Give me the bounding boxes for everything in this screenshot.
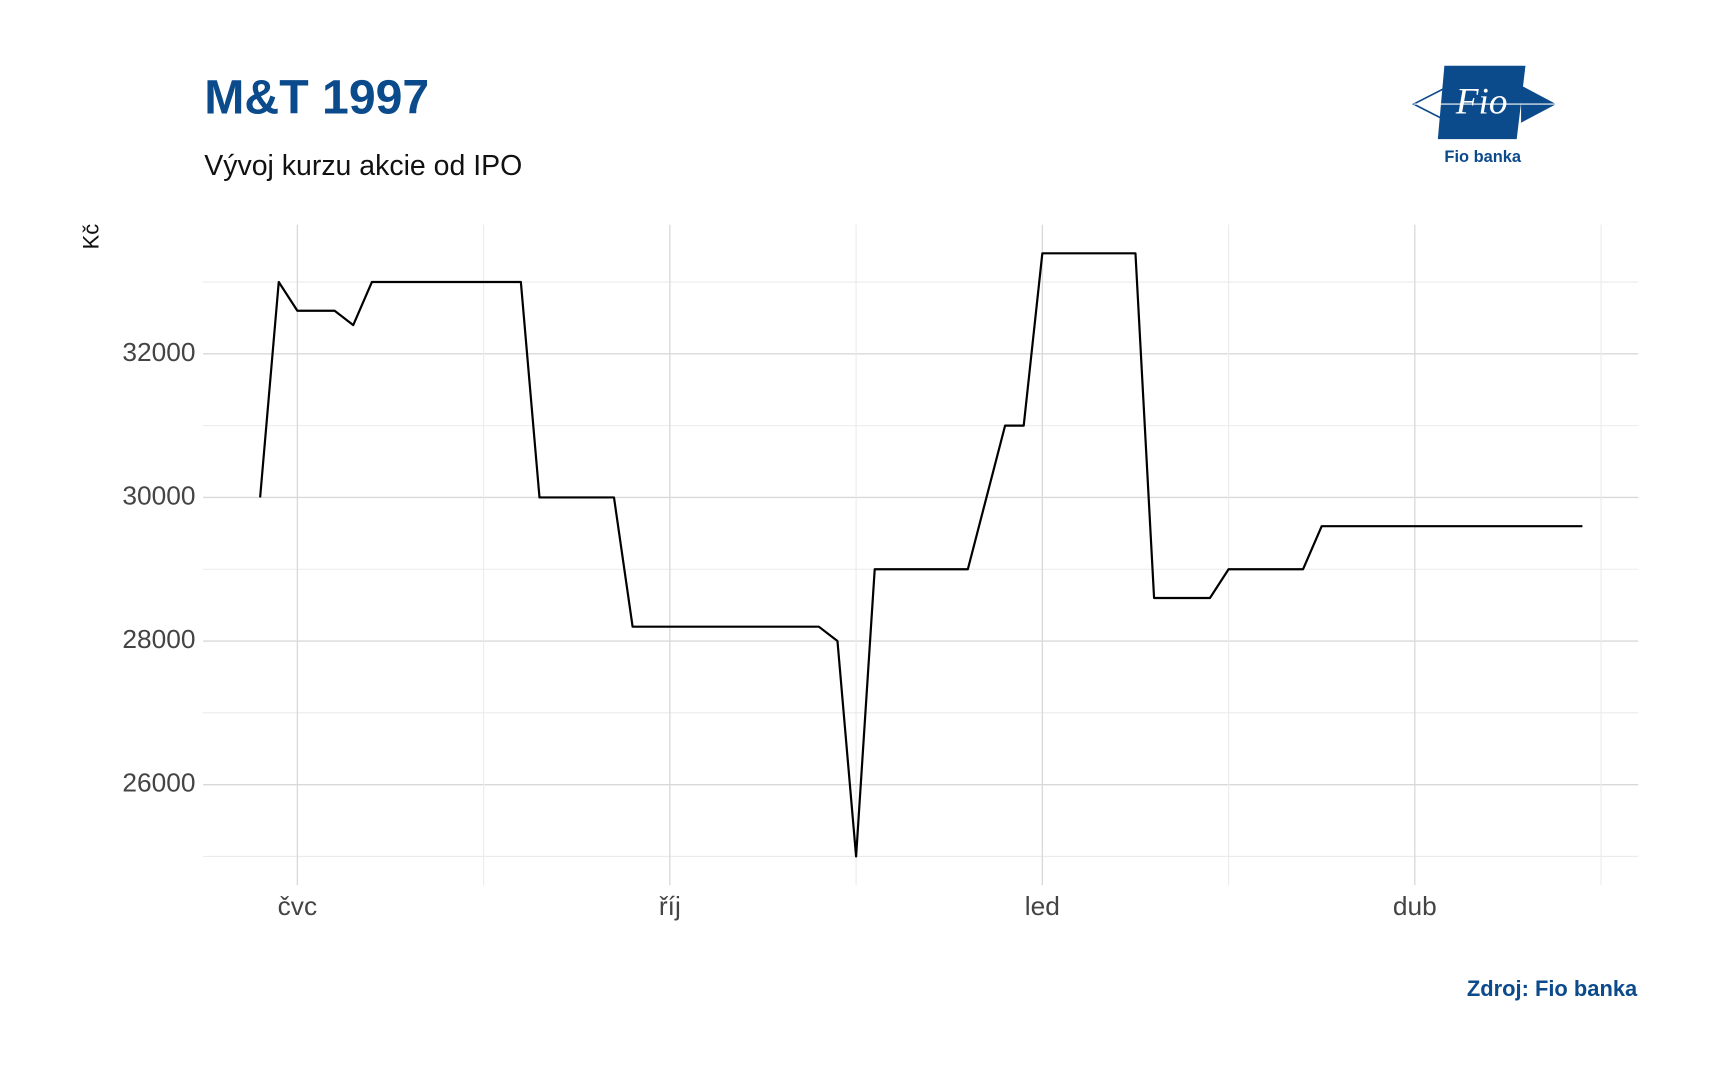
y-tick-label: 32000 [122,337,195,367]
chart-subtitle: Vývoj kurzu akcie od IPO [204,150,522,182]
source: Zdroj: Fio banka [1467,976,1638,1001]
price-line [259,252,1583,858]
x-tick-label: čvc [278,891,317,921]
x-tick-label: říj [659,891,681,921]
logo-mark: Fio [1455,82,1508,123]
logo-shape [1437,65,1526,140]
chart-title: M&T 1997 [204,71,429,125]
y-tick-label: 28000 [122,624,195,654]
logo: Fio Fio banka [1411,65,1557,166]
y-axis-label: Kč [78,224,103,250]
plot-area: 26000 28000 30000 32000 čvc říj led dub [122,224,1639,921]
y-tick-label: 26000 [122,768,195,798]
y-tick-label: 30000 [122,480,195,510]
x-tick-label: dub [1393,891,1437,921]
logo-name: Fio banka [1444,148,1522,166]
x-tick-label: led [1025,891,1060,921]
